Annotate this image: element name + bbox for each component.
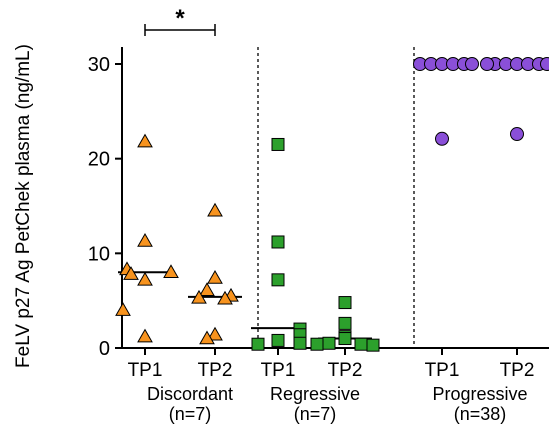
data-point	[207, 269, 223, 284]
data-point	[123, 266, 139, 280]
significance-star: *	[175, 5, 185, 32]
data-point	[271, 137, 285, 151]
data-point	[251, 337, 265, 351]
data-point	[163, 264, 179, 279]
x-tick-label: TP2	[500, 360, 535, 381]
data-point	[338, 332, 352, 346]
data-point	[115, 302, 131, 316]
x-tick-label: TP1	[261, 360, 296, 381]
group-n-label: (n=7)	[169, 404, 212, 424]
axes	[115, 24, 549, 355]
data-point	[435, 131, 449, 146]
x-tick-label: TP2	[198, 360, 233, 381]
group-n-label: (n=38)	[454, 404, 507, 424]
labels: 0 10 20 30 FeLV p27 Ag PetChek plasma (ng/mL…	[13, 5, 534, 424]
group-n-label: (n=7)	[294, 404, 337, 424]
group-name: Discordant	[147, 384, 233, 404]
data-point	[510, 127, 524, 142]
data-point	[271, 273, 285, 287]
data-point	[310, 337, 324, 351]
x-tick-label: TP2	[328, 360, 363, 381]
group-name: Progressive	[432, 384, 527, 404]
y-axis-label: FeLV p27 Ag PetChek plasma (ng/mL)	[13, 44, 34, 368]
data-point	[465, 57, 479, 71]
x-tick-label: TP1	[128, 360, 163, 381]
data-point	[366, 338, 380, 352]
data-point	[271, 235, 285, 249]
data-point	[271, 333, 285, 347]
data-point	[354, 337, 368, 351]
median-lines	[118, 63, 544, 340]
y-tick-label: 0	[99, 338, 110, 360]
data-point	[191, 289, 207, 304]
data-point	[207, 326, 223, 341]
data-points	[115, 57, 549, 352]
data-point	[137, 328, 153, 343]
data-point	[338, 296, 352, 310]
y-tick-label: 20	[88, 149, 110, 171]
data-point	[540, 57, 549, 71]
data-point	[480, 57, 494, 71]
data-point	[293, 336, 307, 350]
data-point	[199, 330, 215, 345]
data-point	[199, 282, 215, 297]
group-name: Regressive	[270, 384, 360, 404]
data-point	[338, 316, 352, 330]
x-tick-label: TP1	[425, 360, 460, 381]
data-point	[207, 202, 223, 217]
y-tick-label: 10	[88, 243, 110, 265]
data-point	[137, 133, 153, 148]
y-tick-label: 30	[88, 54, 110, 76]
data-point	[137, 233, 153, 247]
data-point	[137, 271, 153, 286]
data-point	[322, 336, 336, 350]
data-point	[217, 290, 233, 305]
